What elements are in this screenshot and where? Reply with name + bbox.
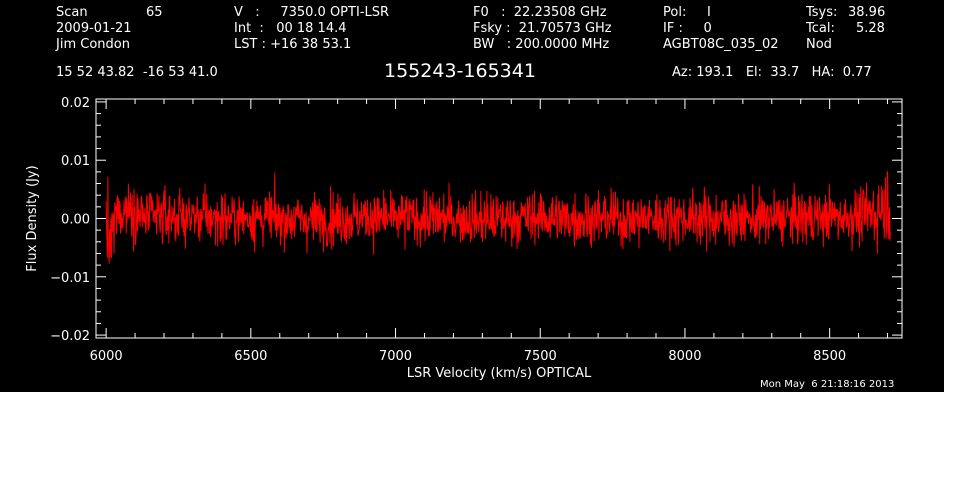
- x-tick-label: 8500: [813, 349, 846, 364]
- f0-readout: F0 : 22.23508 GHz: [473, 5, 607, 20]
- polarization-readout: Pol: I: [663, 5, 711, 20]
- plot-timestamp: Mon May 6 21:18:16 2013: [760, 379, 895, 390]
- y-tick-label: 0.02: [61, 96, 90, 111]
- y-tick-label: 0.01: [61, 154, 90, 169]
- if-readout: IF : 0: [663, 21, 712, 36]
- y-tick-label: −0.02: [50, 329, 90, 344]
- pointing-readout: Az: 193.1 El: 33.7 HA: 0.77: [672, 65, 872, 80]
- tcal-label: Tcal:: [806, 21, 835, 36]
- x-tick-label: 7500: [524, 349, 557, 364]
- x-axis-label: LSR Velocity (km/s) OPTICAL: [407, 366, 592, 381]
- bandwidth-readout: BW : 200.0000 MHz: [473, 37, 610, 52]
- x-tick-label: 8000: [668, 349, 701, 364]
- x-tick-label: 6500: [234, 349, 267, 364]
- integration-readout: Int : 00 18 14.4: [234, 21, 347, 36]
- spectrum-line: [105, 171, 891, 264]
- tcal-value: 5.28: [856, 21, 885, 36]
- x-tick-label: 6000: [90, 349, 123, 364]
- spectrum-chart: 6000 6500 7000 7500 8000 8500 −0.02 −0.01 0.00 0.…: [25, 96, 903, 381]
- y-axis-label: Flux Density (Jy): [25, 165, 40, 271]
- observer-name: Jim Condon: [56, 37, 130, 52]
- scan-label: Scan: [56, 5, 88, 20]
- velocity-readout: V : 7350.0 OPTI-LSR: [234, 5, 390, 20]
- scan-number: 65: [146, 5, 163, 20]
- y-tick-label: −0.01: [50, 271, 90, 286]
- project-id: AGBT08C_035_02: [663, 37, 779, 52]
- observation-date: 2009-01-21: [56, 21, 132, 36]
- fsky-readout: Fsky : 21.70573 GHz: [473, 21, 612, 36]
- tsys-label: Tsys:: [806, 5, 838, 20]
- tsys-value: 38.96: [848, 5, 886, 20]
- x-tick-label: 7000: [379, 349, 412, 364]
- source-coordinates: 15 52 43.82 -16 53 41.0: [56, 65, 218, 80]
- y-tick-label: 0.00: [61, 213, 90, 228]
- lst-readout: LST : +16 38 53.1: [234, 37, 352, 52]
- source-name: 155243-165341: [384, 60, 536, 82]
- observing-mode: Nod: [806, 37, 832, 52]
